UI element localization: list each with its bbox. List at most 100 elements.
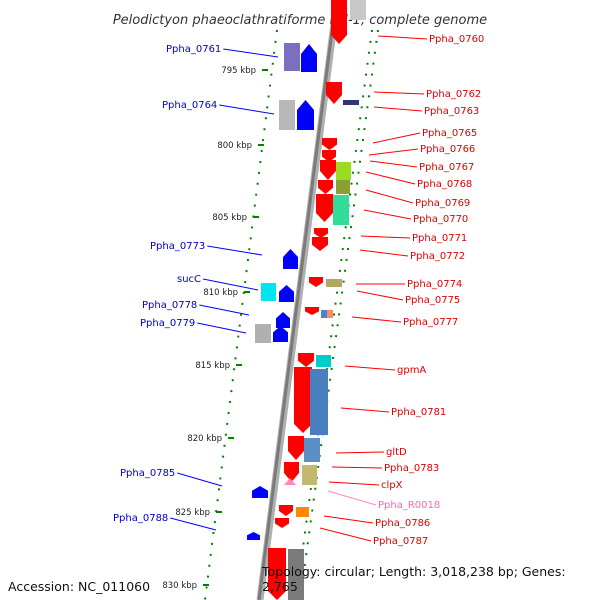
- gene-label: Ppha_0770: [413, 214, 468, 225]
- gene-color-block: [350, 0, 366, 20]
- gene-connector: [199, 304, 250, 316]
- gene-label: clpX: [381, 480, 403, 491]
- gene-color-block: [310, 369, 328, 435]
- gene-label: Ppha_0777: [403, 317, 458, 328]
- gene-label: Ppha_0762: [426, 89, 481, 100]
- forward-gene-arrow: [252, 486, 268, 498]
- gene-label: Ppha_0767: [419, 162, 474, 173]
- gene-color-block: [288, 549, 304, 600]
- gene-connector: [372, 132, 421, 144]
- kbp-tick-label: 815 kbp: [195, 361, 230, 371]
- reverse-gene-arrow: [316, 194, 333, 222]
- gene-label: Ppha_0763: [424, 106, 479, 117]
- gene-connector: [359, 249, 409, 257]
- reverse-gene-arrow: [322, 150, 336, 162]
- gene-connector: [365, 171, 416, 185]
- reverse-gene-arrow: [288, 436, 304, 460]
- gene-connector: [202, 278, 259, 291]
- gene-label: Ppha_0778: [142, 300, 197, 311]
- gene-label: gltD: [386, 447, 407, 458]
- gene-color-block: [316, 355, 331, 367]
- gene-label: Ppha_0771: [412, 233, 467, 244]
- gene-label: Ppha_0764: [162, 100, 217, 111]
- reverse-gene-arrow: [279, 505, 293, 516]
- reverse-gene-arrow: [331, 0, 347, 44]
- gene-color-block: [343, 100, 359, 105]
- gene-color-block: [304, 438, 320, 462]
- forward-gene-arrow: [283, 249, 298, 269]
- gene-label: Ppha_0775: [405, 295, 460, 306]
- gene-features: [247, 0, 366, 600]
- forward-gene-arrow: [297, 100, 314, 130]
- kbp-tick-label: 830 kbp: [162, 581, 197, 591]
- accession-text: Accession: NC_011060: [8, 579, 151, 594]
- gene-connector: [170, 517, 217, 531]
- reverse-gene-arrow: [312, 237, 328, 251]
- gene-color-block: [284, 43, 300, 71]
- rna-gene-marker: [284, 478, 296, 485]
- kbp-tick-label: 805 kbp: [212, 213, 247, 223]
- gene-label: Ppha_0785: [120, 468, 175, 479]
- gene-color-block: [261, 283, 276, 301]
- gene-label: Ppha_0768: [417, 179, 472, 190]
- gene-label: Ppha_0769: [415, 198, 470, 209]
- gene-color-block: [336, 162, 351, 180]
- gene-connector: [197, 322, 247, 334]
- gene-connector: [363, 209, 412, 220]
- reverse-gene-arrow: [294, 367, 312, 433]
- forward-gene-arrow: [301, 44, 317, 72]
- gene-connector: [351, 316, 402, 323]
- gene-connector: [356, 290, 404, 301]
- reverse-gene-arrow: [320, 160, 336, 180]
- gene-color-block: [336, 180, 350, 194]
- gene-label: Ppha_0774: [407, 279, 462, 290]
- reverse-gene-arrow: [314, 228, 328, 238]
- gene-label: Ppha_0786: [375, 518, 430, 529]
- reverse-gene-arrow: [268, 548, 286, 600]
- gene-label: Ppha_0787: [373, 536, 428, 547]
- topology-text: Topology: circular; Length: 3,018,238 bp…: [262, 564, 566, 594]
- gene-connector: [207, 245, 263, 256]
- gene-connector: [323, 515, 374, 524]
- gene-label: Ppha_0765: [422, 128, 477, 139]
- gene-color-block: [255, 324, 271, 343]
- gene-color-block: [333, 195, 349, 225]
- gene-label: Ppha_0781: [391, 407, 446, 418]
- gene-connector: [219, 104, 275, 115]
- gene-connector: [331, 466, 383, 469]
- gene-connector: [319, 527, 372, 542]
- gene-connector: [335, 451, 385, 454]
- map-title: Pelodictyon phaeoclathratiforme BU-1, co…: [113, 13, 487, 28]
- gene-label: Ppha_0788: [113, 513, 168, 524]
- kbp-tick-label: 800 kbp: [217, 141, 252, 151]
- gene-connector: [365, 189, 414, 204]
- gene-connector: [328, 481, 380, 486]
- gene-connector: [360, 235, 411, 239]
- gene-color-block: [302, 465, 317, 485]
- reverse-gene-arrow: [318, 180, 333, 194]
- gene-connector: [373, 106, 423, 112]
- outer-left-guide: [204, 29, 278, 600]
- gene-connector: [340, 407, 390, 413]
- gene-connector: [327, 490, 377, 506]
- gene-connector: [369, 160, 418, 168]
- gene-color-block: [321, 310, 327, 318]
- forward-gene-arrow: [247, 532, 260, 540]
- reverse-gene-arrow: [305, 307, 319, 315]
- kbp-tick-label: 795 kbp: [221, 66, 256, 76]
- gene-color-block: [326, 279, 342, 287]
- kbp-tick-label: 825 kbp: [175, 508, 210, 518]
- gene-label: gpmA: [397, 365, 426, 376]
- gene-label: sucC: [177, 274, 201, 285]
- gene-connector: [344, 365, 396, 371]
- inner-right-guide: [295, 29, 373, 600]
- gene-label: Ppha_0779: [140, 318, 195, 329]
- gene-color-block: [327, 310, 333, 318]
- gene-color-block: [279, 100, 295, 130]
- gene-label: Ppha_0772: [410, 251, 465, 262]
- kbp-ticks: 795 kbp 800 kbp 805 kbp 810 kbp 815 kbp 820 k…: [162, 66, 268, 591]
- reverse-gene-arrow: [326, 82, 342, 104]
- gene-connector: [377, 35, 428, 40]
- reverse-gene-arrow: [284, 462, 299, 482]
